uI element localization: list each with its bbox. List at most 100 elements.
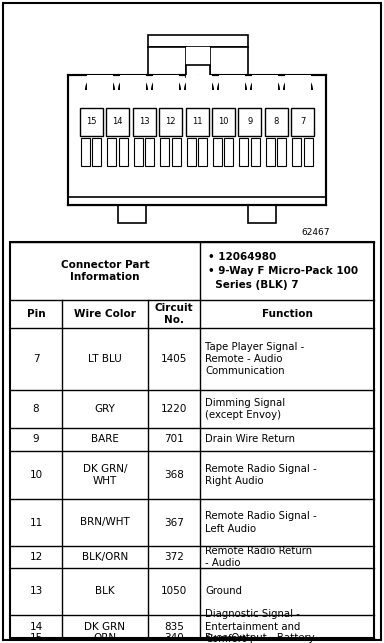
Bar: [119, 138, 127, 166]
Bar: [185, 76, 213, 90]
Text: 14: 14: [29, 622, 43, 631]
Text: 1220: 1220: [161, 404, 187, 414]
Bar: [219, 75, 245, 95]
Text: 372: 372: [164, 552, 184, 562]
Bar: [92, 138, 101, 166]
Text: Remote Radio Return
- Audio: Remote Radio Return - Audio: [205, 546, 312, 568]
Bar: [212, 108, 235, 136]
Text: 368: 368: [164, 470, 184, 480]
Bar: [106, 108, 129, 136]
Text: 1050: 1050: [161, 586, 187, 597]
Text: Connector Part
Information: Connector Part Information: [61, 260, 149, 282]
Bar: [210, 47, 248, 77]
Text: 1405: 1405: [161, 354, 187, 364]
Bar: [239, 138, 248, 166]
Bar: [265, 108, 288, 136]
Text: 62467: 62467: [301, 228, 330, 237]
Bar: [86, 76, 114, 90]
Bar: [160, 138, 169, 166]
Bar: [120, 75, 146, 95]
Bar: [304, 138, 313, 166]
Text: Diagnostic Signal -
Entertainment and
Comfort: Diagnostic Signal - Entertainment and Co…: [205, 609, 300, 643]
Bar: [118, 205, 146, 223]
Text: DK GRN/
WHT: DK GRN/ WHT: [83, 464, 127, 486]
Text: Function: Function: [262, 309, 313, 319]
Bar: [292, 138, 301, 166]
Bar: [68, 197, 326, 205]
Bar: [291, 108, 314, 136]
Bar: [145, 138, 154, 166]
Text: Ground: Ground: [205, 586, 242, 597]
Text: 12: 12: [165, 118, 176, 127]
Bar: [87, 75, 113, 95]
Text: 367: 367: [164, 518, 184, 527]
Text: Tape Player Signal -
Remote - Audio
Communication: Tape Player Signal - Remote - Audio Comm…: [205, 341, 304, 376]
Bar: [187, 138, 195, 166]
Text: 7: 7: [300, 118, 305, 127]
Bar: [277, 138, 286, 166]
Text: GRY: GRY: [94, 404, 116, 414]
Bar: [186, 65, 210, 77]
Bar: [213, 138, 222, 166]
Bar: [153, 75, 179, 95]
Bar: [68, 75, 326, 205]
Text: DK GRN: DK GRN: [84, 622, 126, 631]
Text: BARE: BARE: [91, 435, 119, 444]
Text: 8: 8: [33, 404, 39, 414]
Text: LT BLU: LT BLU: [88, 354, 122, 364]
Bar: [251, 76, 279, 90]
Bar: [251, 138, 260, 166]
Text: Drain Wire Return: Drain Wire Return: [205, 435, 295, 444]
Text: 9: 9: [247, 118, 253, 127]
Text: Remote Radio Signal -
Right Audio: Remote Radio Signal - Right Audio: [205, 464, 317, 486]
Text: 13: 13: [29, 586, 43, 597]
Bar: [159, 108, 182, 136]
Text: 14: 14: [113, 118, 123, 127]
Text: 835: 835: [164, 622, 184, 631]
Text: 10: 10: [218, 118, 229, 127]
Text: BLK/ORN: BLK/ORN: [82, 552, 128, 562]
Bar: [172, 138, 180, 166]
Text: Fuse Output - Battery: Fuse Output - Battery: [205, 633, 314, 643]
Bar: [80, 108, 103, 136]
Bar: [148, 35, 248, 47]
Bar: [224, 138, 233, 166]
Text: 340: 340: [164, 633, 184, 643]
Bar: [81, 138, 90, 166]
Bar: [186, 47, 210, 65]
Text: 11: 11: [192, 118, 202, 127]
Text: 12: 12: [29, 552, 43, 562]
Bar: [218, 76, 246, 90]
Text: Circuit
No.: Circuit No.: [155, 303, 193, 325]
Bar: [186, 75, 212, 95]
Text: 701: 701: [164, 435, 184, 444]
Bar: [285, 75, 311, 95]
Text: Pin: Pin: [26, 309, 45, 319]
Text: 15: 15: [29, 633, 43, 643]
Text: BLK: BLK: [95, 586, 115, 597]
Bar: [119, 76, 147, 90]
Bar: [152, 76, 180, 90]
Bar: [148, 47, 186, 77]
Text: 10: 10: [30, 470, 43, 480]
Text: • 12064980
• 9-Way F Micro-Pack 100
  Series (BLK) 7: • 12064980 • 9-Way F Micro-Pack 100 Seri…: [208, 252, 358, 290]
Bar: [266, 138, 275, 166]
Text: Remote Radio Signal -
Left Audio: Remote Radio Signal - Left Audio: [205, 511, 317, 534]
Bar: [248, 205, 276, 223]
Bar: [134, 138, 142, 166]
Text: 11: 11: [29, 518, 43, 527]
Bar: [284, 76, 312, 90]
Text: 7: 7: [33, 354, 39, 364]
Text: ORN: ORN: [93, 633, 117, 643]
Text: BRN/WHT: BRN/WHT: [80, 518, 130, 527]
Text: Wire Color: Wire Color: [74, 309, 136, 319]
Bar: [132, 108, 156, 136]
Bar: [252, 75, 278, 95]
Text: Dimming Signal
(except Envoy): Dimming Signal (except Envoy): [205, 398, 285, 420]
Bar: [107, 138, 116, 166]
Bar: [185, 108, 209, 136]
Bar: [238, 108, 262, 136]
Bar: [198, 138, 207, 166]
Text: 9: 9: [33, 435, 39, 444]
Text: 8: 8: [274, 118, 279, 127]
